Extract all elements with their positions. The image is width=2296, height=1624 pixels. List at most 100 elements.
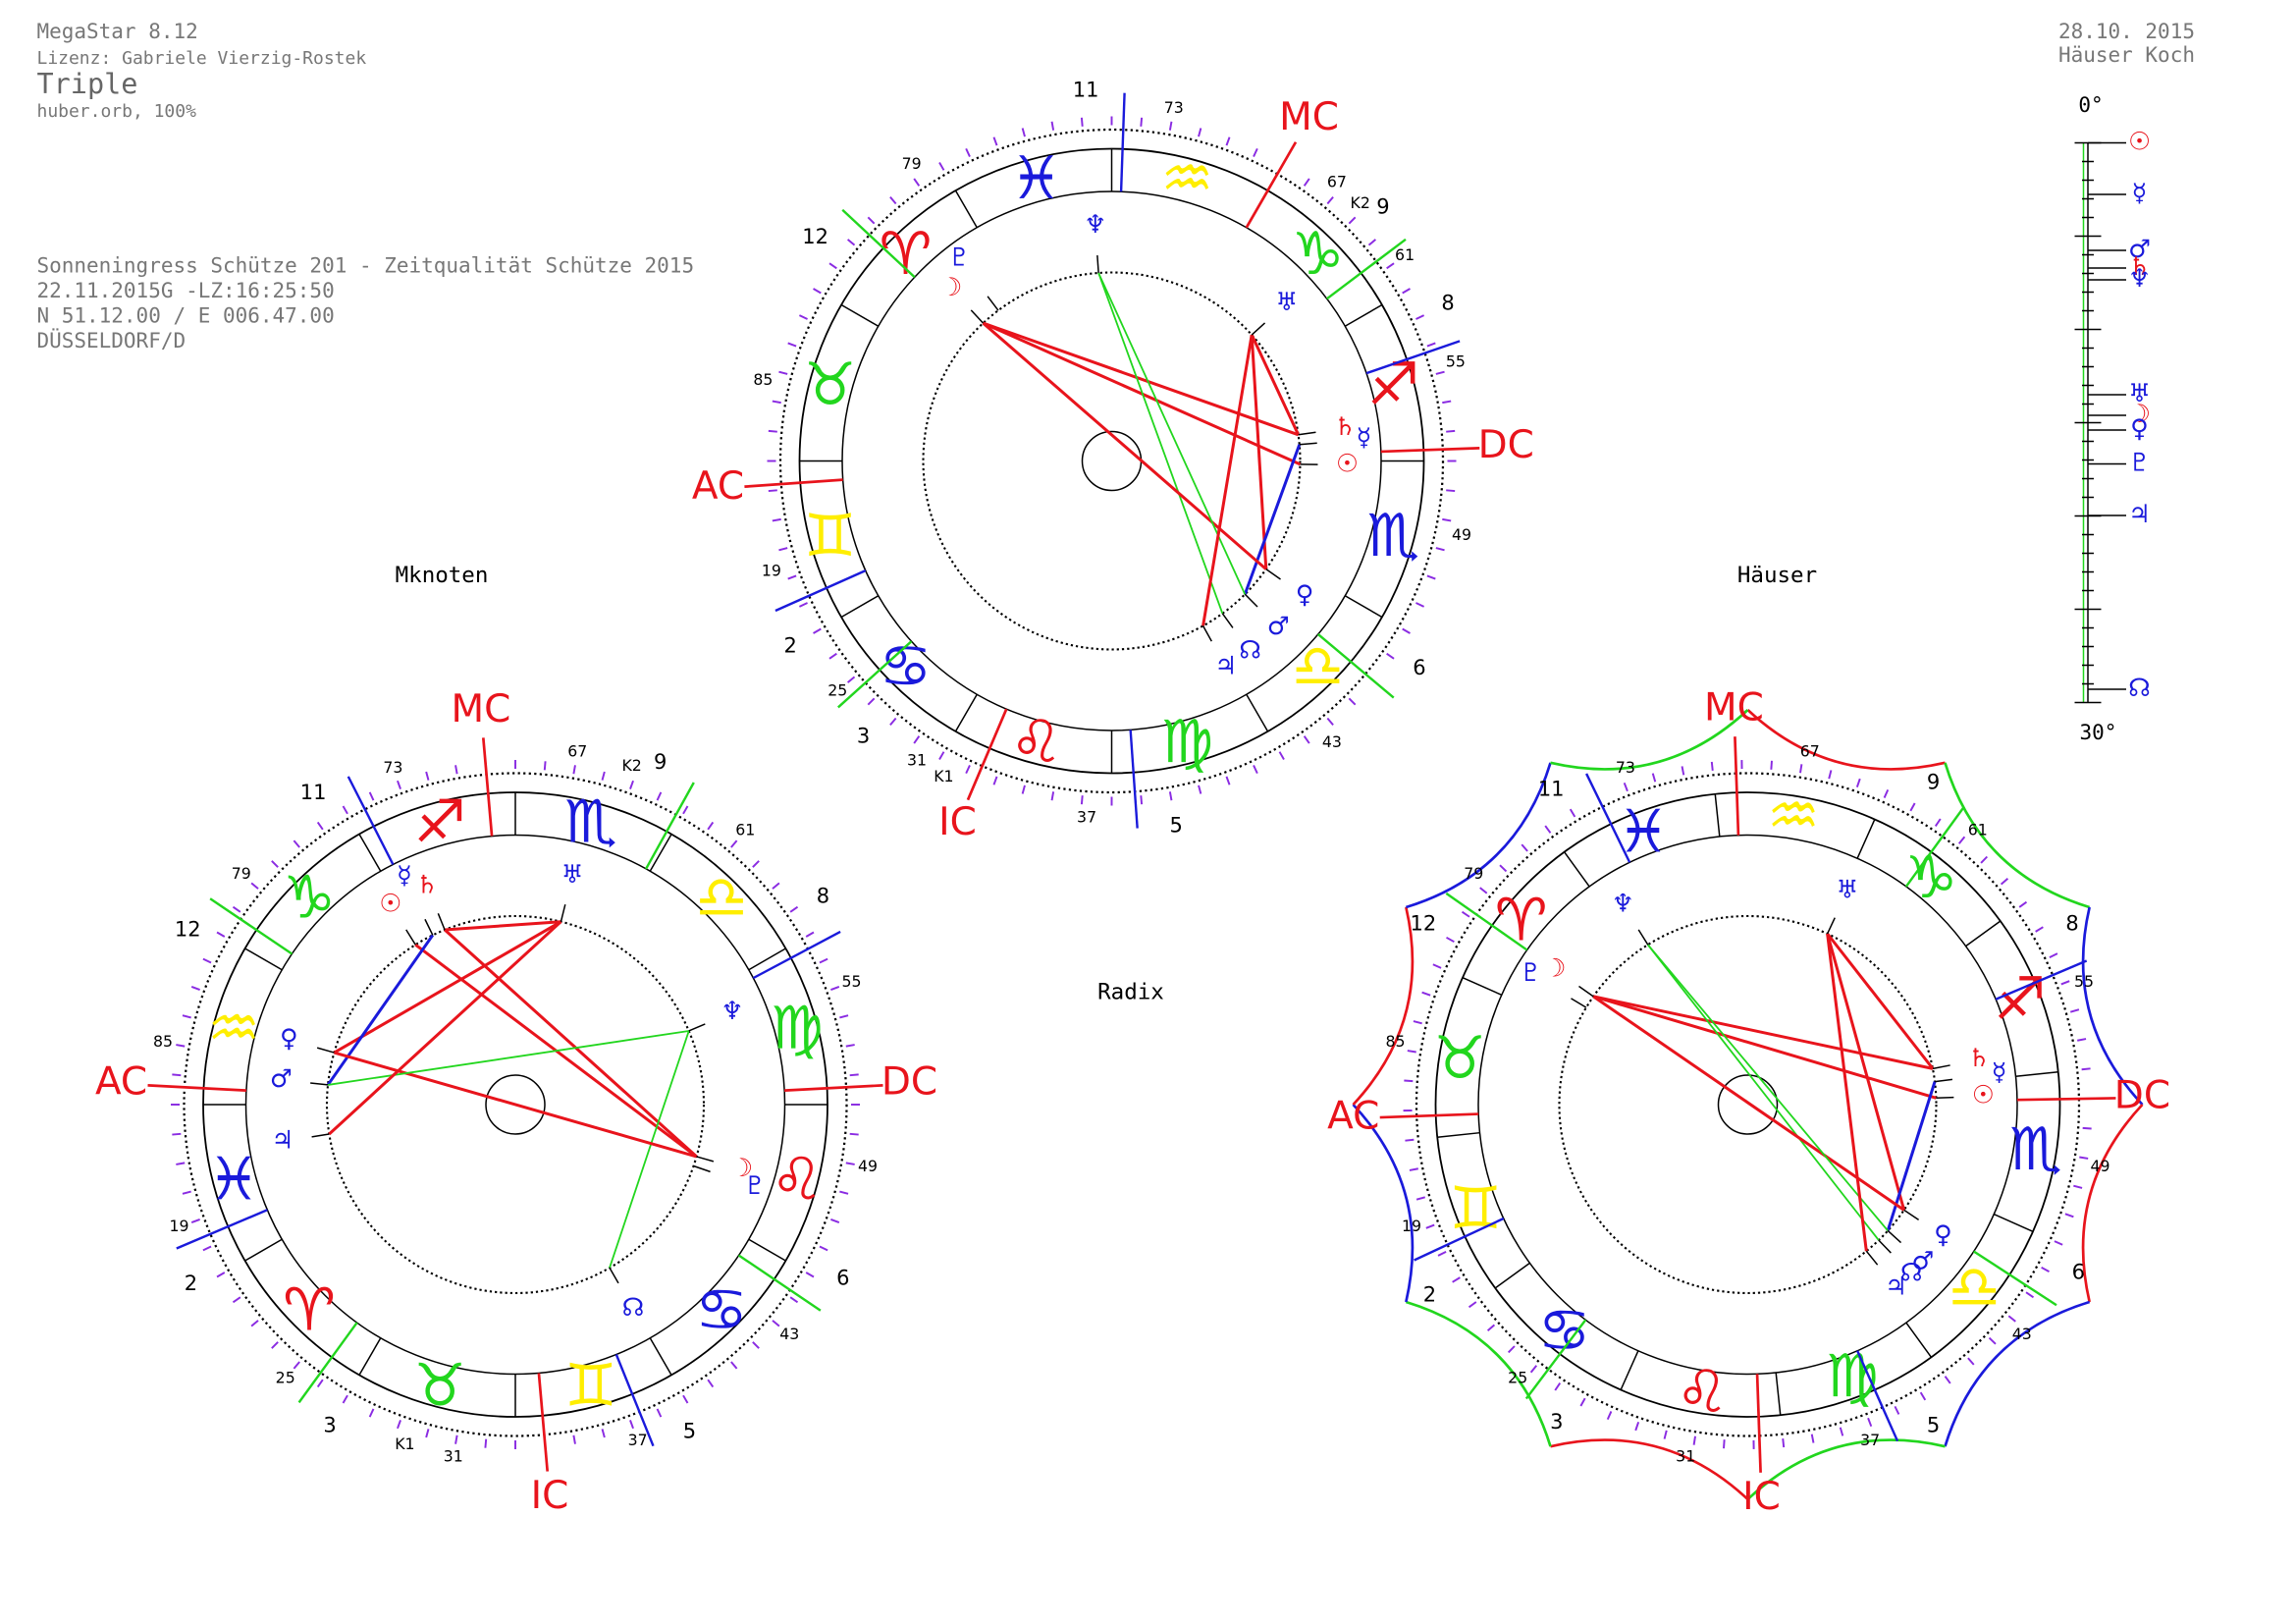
degree-tick (1415, 1196, 1426, 1201)
angle-line (744, 478, 843, 489)
degree-tick (1326, 195, 1334, 205)
degree-tick (1435, 370, 1445, 375)
planet: ☊ (622, 1293, 645, 1323)
sign-divider (1714, 793, 1721, 838)
degree-tick (813, 288, 822, 295)
house-number: 9 (654, 750, 667, 774)
house-cusp (1445, 892, 1528, 951)
degree-tick (484, 1438, 488, 1448)
degree-tick (778, 547, 788, 552)
degree-tick (707, 821, 715, 831)
degree-label: 31 (1676, 1446, 1695, 1465)
degree-tick (1198, 128, 1202, 137)
sign-divider (1246, 693, 1269, 732)
degree-tick (1507, 1345, 1516, 1354)
degree-tick (1437, 1251, 1447, 1257)
zodiac-sign: ♉ (804, 351, 857, 419)
planet-tick (609, 1267, 619, 1284)
degree-tick (1867, 1417, 1873, 1428)
degree-tick (1367, 239, 1377, 246)
aspect-line (328, 920, 562, 1136)
scale-glyph: ☿ (2132, 179, 2148, 208)
aspect-line (1647, 944, 1880, 1241)
degree-tick (572, 1435, 576, 1444)
aspect-line (444, 920, 561, 932)
degree-tick (805, 931, 815, 938)
degree-tick (601, 771, 606, 781)
planet: ♇ (948, 243, 971, 272)
planet-tick (560, 904, 566, 922)
degree-tick (1386, 262, 1395, 270)
degree-tick (397, 780, 401, 789)
degree-tick (813, 627, 822, 634)
degree-tick (2082, 1126, 2092, 1130)
degree-tick (913, 178, 921, 187)
degree-tick (601, 1429, 606, 1438)
degree-label: 19 (169, 1217, 188, 1235)
sign-divider (1620, 1350, 1639, 1390)
degree-label: K1 (934, 767, 953, 785)
aspect-line (333, 920, 562, 1055)
degree-tick (839, 1014, 849, 1019)
house-cusp (1129, 730, 1139, 829)
degree-tick (1404, 1079, 1414, 1083)
sign-divider (1775, 1372, 1782, 1416)
degree-tick (1606, 1411, 1613, 1421)
degree-tick (190, 986, 200, 991)
degree-tick (1782, 1438, 1786, 1448)
house-cusp (614, 1354, 655, 1447)
house-number: 8 (2065, 912, 2078, 936)
zodiac-sign: ♓ (1617, 797, 1670, 866)
zodiac-sign: ♊ (804, 502, 857, 570)
planet: ♄ (1968, 1044, 1991, 1073)
degree-tick (1919, 1391, 1927, 1401)
degree-label: 31 (444, 1446, 463, 1465)
angle-line (2016, 1097, 2116, 1102)
degree-tick (1579, 1397, 1586, 1407)
degree-tick (216, 1272, 226, 1278)
planet: ♆ (1084, 210, 1106, 240)
house-cusp (752, 930, 841, 980)
aspect-line (1097, 272, 1224, 615)
degree-tick (845, 1162, 855, 1165)
planet: ☉ (1972, 1081, 1995, 1110)
degree-tick (2035, 926, 2044, 933)
degree-label: 25 (1508, 1369, 1527, 1387)
degree-label: 73 (1616, 758, 1635, 777)
sign-divider (358, 1337, 382, 1376)
house-number: 11 (1073, 78, 1099, 101)
degree-tick (889, 195, 897, 205)
degree-tick (1529, 1365, 1538, 1374)
program: MegaStar 8.12 (37, 20, 198, 43)
degree-tick (2081, 1067, 2091, 1071)
sign-divider (1494, 1262, 1530, 1289)
zodiac-sign: ♒ (1160, 144, 1213, 213)
degree-label: 31 (907, 751, 927, 770)
zodiac-sign: ♍ (1826, 1342, 1879, 1411)
house-cusp (737, 1254, 822, 1312)
degree-tick (293, 839, 300, 848)
house-cusp (297, 1322, 358, 1404)
event-place: DÜSSELDORF/D (37, 328, 187, 352)
angle-line (1755, 1374, 1762, 1473)
degree-tick (1569, 808, 1576, 818)
zodiac-sign: ♌ (1010, 708, 1063, 777)
zodiac-sign: ♋ (1538, 1296, 1591, 1365)
scale-top: 0° (2078, 93, 2103, 117)
degree-tick (867, 697, 876, 706)
house-number: 5 (1169, 814, 1182, 838)
degree-tick (232, 905, 241, 913)
degree-tick (2049, 952, 2058, 958)
degree-label: 73 (383, 758, 402, 777)
date: 28.10. 2015 (2058, 20, 2195, 43)
aspect-line (1243, 444, 1302, 595)
degree-tick (2077, 1038, 2087, 1042)
planet: ☿ (1992, 1058, 2007, 1088)
degree-tick (1770, 760, 1773, 770)
zodiac-sign: ♌ (771, 1145, 824, 1214)
degree-tick (1988, 1336, 1997, 1345)
degree-tick (1544, 825, 1552, 834)
aspect-line (1826, 933, 1868, 1252)
planet-tick (696, 1156, 715, 1163)
